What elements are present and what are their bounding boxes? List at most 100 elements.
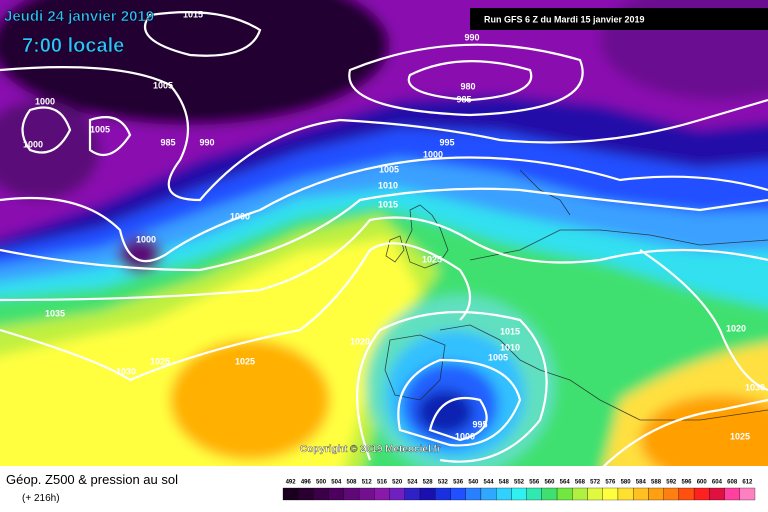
scale-label: 492 [286,480,297,486]
isobar-label: 1015 [183,9,203,19]
scale-cell [633,487,649,501]
run-banner [470,8,768,30]
scale-cell [587,487,603,501]
scale-label: 508 [347,480,358,486]
isobar-label: 1035 [45,308,65,318]
scale-cell [724,487,740,501]
isobar-label: 1000 [455,431,475,441]
scale-label: 596 [681,480,692,486]
isobar-label: 1020 [726,323,746,333]
scale-cell [419,487,436,501]
scale-label: 544 [484,480,495,486]
forecast-date: Jeudi 24 janvier 2019 [4,8,154,25]
scale-label: 536 [453,480,464,486]
scale-cell [663,487,680,501]
isobar-label: 1005 [379,164,399,174]
scale-cell [709,487,725,501]
scale-label: 580 [621,480,632,486]
isobar-label: 1030 [745,382,765,392]
scale-label: 556 [529,480,540,486]
scale-label: 560 [544,480,555,486]
isobar-label: 985 [456,94,471,104]
run-info: Run GFS 6 Z du Mardi 15 janvier 2019 [484,14,645,24]
scale-label: 608 [727,480,738,486]
scale-cell [511,487,527,501]
isobar-label: 1010 [378,180,398,190]
scale-label: 568 [575,480,586,486]
scale-cell [313,487,329,501]
scale-label: 588 [651,480,662,486]
scale-cell [358,487,375,501]
isobars [0,11,768,471]
scale-cell [496,487,512,501]
scale-cell [328,487,345,501]
scale-cell [480,487,497,501]
scale-cell [298,487,314,501]
isobar-label: 1005 [153,80,173,90]
isobar-label: 1025 [235,356,255,366]
isobar-label: 1030 [116,366,136,376]
isobar-label: 1025 [422,254,442,264]
isobar-label: 1025 [150,356,170,366]
isobar-label: 990 [464,32,479,42]
scale-label: 496 [301,480,312,486]
scale-cell [343,487,360,501]
scale-cell [450,487,466,501]
scale-cell [282,487,299,501]
scale-cell [526,487,542,501]
coastlines [384,169,768,421]
scale-label: 604 [712,480,723,486]
isobar-label: 1000 [230,211,250,221]
scale-label: 524 [407,480,418,486]
isobar-label: 1000 [23,139,43,149]
scale-label: 600 [697,480,708,486]
isobar-label: 985 [160,137,175,147]
scale-label: 528 [423,480,434,486]
scale-label: 520 [392,480,403,486]
scale-cell [556,487,573,501]
z500-field [0,0,768,485]
scale-cell [602,487,619,501]
isobar-label: 1000 [35,96,55,106]
isobar-label: 980 [460,81,475,91]
isobar-label: 1015 [500,326,520,336]
scale-cell [374,487,390,501]
scale-cell [435,487,451,501]
isobar-labels: 1015 990 1005 980 985 1000 1005 1000 985 990 995 10… [23,9,765,441]
scale-label: 540 [468,480,479,486]
isobar-label: 1000 [423,149,443,159]
isobar-label: 1005 [488,352,508,362]
isobar-label: 1015 [378,199,398,209]
isobar-label: 995 [472,419,487,429]
scale-cell [693,487,710,501]
scale-label: 516 [377,480,388,486]
scale-label: 576 [605,480,616,486]
scale-cell [465,487,482,501]
scale-cell [572,487,588,501]
scale-cell [404,487,421,501]
legend-title: Géop. Z500 & pression au sol [6,472,178,487]
scale-label: 612 [742,480,753,486]
scale-label: 564 [560,480,571,486]
isobar-label: 1005 [90,124,110,134]
legend-subtitle: (+ 216h) [22,493,60,504]
scale-label: 500 [316,480,327,486]
scale-label: 548 [499,480,510,486]
scale-label: 532 [438,480,449,486]
scale-cell [541,487,558,501]
scale-label: 584 [636,480,647,486]
scale-cell [389,487,405,501]
scale-label: 552 [514,480,525,486]
scale-label: 592 [666,480,677,486]
isobar-label: 995 [439,137,454,147]
scale-cell [678,487,695,501]
scale-cell [648,487,664,501]
isobar-label: 990 [199,137,214,147]
isobar-label: 1025 [730,431,750,441]
isobar-label: 1010 [500,342,520,352]
scale-cell [617,487,634,501]
copyright: Copyright © 2019 Meteociel.fr [300,444,441,455]
scale-label: 504 [331,480,342,486]
